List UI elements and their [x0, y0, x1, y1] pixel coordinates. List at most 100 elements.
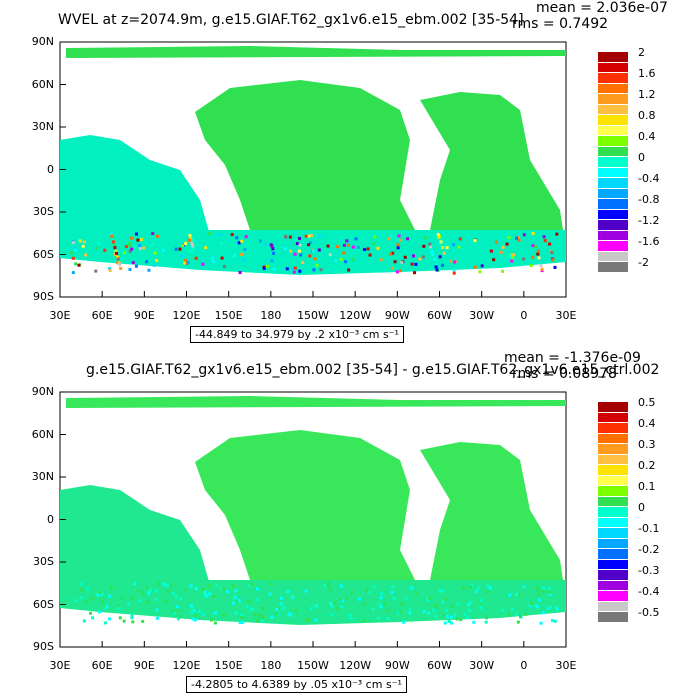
field-cell: [313, 257, 317, 261]
field-cell: [219, 587, 223, 590]
field-cell: [499, 250, 503, 254]
field-cell: [285, 267, 289, 271]
colorbar-label: -0.4: [638, 585, 660, 598]
field-cell: [73, 246, 77, 250]
field-cell: [522, 257, 526, 261]
colorbar-swatch: [598, 136, 628, 147]
field-cell: [399, 602, 403, 606]
field-cell: [397, 234, 401, 238]
field-cell: [74, 599, 78, 603]
field-cell: [473, 239, 477, 243]
field-cell: [301, 261, 305, 264]
colorbar-swatch: [598, 570, 628, 581]
colorbar-swatch: [598, 444, 628, 455]
colorbar-label: -0.5: [638, 606, 660, 619]
field-cell: [271, 247, 275, 251]
field-cell: [108, 267, 112, 271]
field-cell: [451, 604, 455, 608]
field-cell: [262, 267, 266, 270]
field-cell: [95, 246, 99, 250]
field-cell: [79, 582, 83, 586]
field-cell: [247, 600, 251, 604]
field-cell: [510, 259, 514, 263]
field-cell: [240, 613, 244, 617]
field-cell: [327, 582, 330, 585]
field-cell: [516, 235, 520, 239]
colorbar: [598, 52, 628, 273]
rms-value: rms = 0.08978: [512, 366, 617, 382]
field-cell: [111, 240, 115, 244]
field-cell: [506, 613, 510, 617]
field-cell: [190, 603, 194, 607]
field-cell: [71, 241, 75, 245]
field-cell: [307, 243, 311, 247]
field-cell: [390, 266, 394, 270]
field-cell: [230, 233, 234, 237]
field-cell: [156, 582, 160, 586]
field-cell: [534, 245, 538, 248]
field-cell: [478, 270, 482, 274]
colorbar-swatch: [598, 507, 628, 518]
colorbar-label: 1.2: [638, 88, 656, 101]
lat-label: 30N: [31, 470, 54, 483]
field-cell: [389, 235, 393, 239]
field-cell: [392, 596, 396, 600]
field-cell: [233, 594, 237, 598]
field-cell: [537, 598, 541, 602]
field-cell: [91, 597, 95, 601]
field-cell: [414, 591, 418, 595]
field-cell: [208, 592, 212, 596]
field-cell: [402, 620, 406, 624]
colorbar-swatch: [598, 52, 628, 63]
field-cell: [279, 602, 283, 606]
field-cell: [501, 269, 504, 273]
colorbar-label: -1.6: [638, 235, 660, 248]
field-cell: [119, 267, 123, 270]
colorbar-swatch: [598, 209, 628, 220]
field-cell: [340, 584, 344, 588]
colorbar-swatch: [598, 94, 628, 105]
field-cell: [455, 617, 459, 621]
colorbar-label: 2: [638, 46, 645, 59]
field-cell: [184, 241, 187, 245]
lat-label: 0: [47, 512, 54, 526]
field-cell: [492, 258, 496, 262]
field-cell: [117, 606, 121, 610]
field-cell: [126, 602, 130, 606]
field-cell: [131, 261, 135, 265]
field-cell: [155, 616, 159, 620]
field-cell: [388, 252, 392, 256]
colorbar-swatch: [598, 178, 628, 189]
field-cell: [376, 616, 380, 620]
field-cell: [77, 263, 81, 267]
field-cell: [539, 263, 543, 267]
field-cell: [522, 584, 526, 588]
lat-label: 90S: [33, 640, 54, 653]
field-cell: [145, 260, 149, 264]
field-cell: [486, 584, 490, 588]
lon-label: 0: [520, 659, 528, 672]
colorbar-swatch: [598, 157, 628, 168]
field-cell: [275, 612, 278, 616]
field-cell: [333, 601, 337, 605]
field-cell: [478, 600, 482, 604]
field-cell: [379, 605, 383, 609]
field-cell: [422, 610, 426, 613]
field-cell: [203, 590, 207, 594]
field-cell: [215, 583, 218, 587]
field-cell: [310, 234, 314, 238]
rms-value: rms = 0.7492: [512, 16, 609, 32]
field-cell: [71, 256, 75, 260]
field-cell: [468, 609, 471, 613]
field-cell: [108, 617, 112, 621]
field-cell: [349, 617, 353, 620]
lat-label: 90N: [31, 35, 54, 48]
colorbar-swatch: [598, 199, 628, 210]
field-cell: [240, 239, 244, 243]
colorbar-label: -0.8: [638, 193, 660, 206]
lon-label: 60E: [91, 309, 113, 322]
field-cell: [418, 257, 422, 261]
field-cell: [555, 232, 559, 236]
field-cell: [505, 242, 509, 246]
lat-label: 90N: [31, 385, 54, 398]
